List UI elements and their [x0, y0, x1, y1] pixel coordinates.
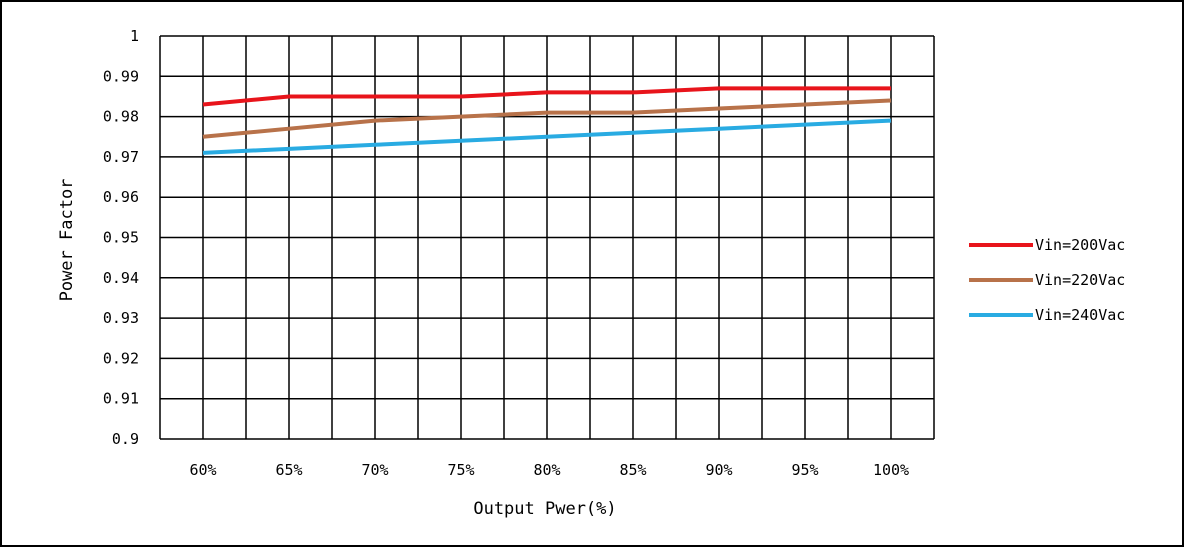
- x-tick-label: 80%: [533, 461, 560, 479]
- y-axis-title: Power Factor: [57, 179, 77, 302]
- y-tick-label: 0.95: [103, 229, 139, 247]
- y-tick-label: 0.91: [103, 390, 139, 408]
- legend: Vin=200Vac Vin=220Vac Vin=240Vac: [969, 236, 1125, 324]
- y-tick-label: 0.93: [103, 309, 139, 327]
- series-lines: [202, 86, 892, 155]
- x-tick-label: 85%: [619, 461, 646, 479]
- x-tick-label: 70%: [361, 461, 388, 479]
- y-tick-label: 0.9: [112, 430, 139, 448]
- x-tick-label: 65%: [275, 461, 302, 479]
- y-tick-label: 0.98: [103, 108, 139, 126]
- legend-label: Vin=200Vac: [1035, 236, 1125, 254]
- x-tick-label: 90%: [705, 461, 732, 479]
- legend-label: Vin=240Vac: [1035, 306, 1125, 324]
- grid: [159, 35, 935, 440]
- y-tick-label: 0.92: [103, 349, 139, 367]
- x-axis-ticks: 60% 65% 70% 75% 80% 85% 90% 95% 100%: [189, 461, 909, 479]
- y-tick-label: 0.94: [103, 269, 139, 287]
- x-tick-label: 100%: [873, 461, 909, 479]
- series-line-vin-220vac: [202, 98, 892, 139]
- y-tick-label: 0.99: [103, 67, 139, 85]
- x-axis-title: Output Pwer(%): [473, 499, 616, 519]
- x-tick-label: 60%: [189, 461, 216, 479]
- series-line-vin-240vac: [202, 118, 892, 155]
- y-tick-label: 1: [130, 27, 139, 45]
- x-tick-label: 75%: [447, 461, 474, 479]
- y-tick-label: 0.96: [103, 188, 139, 206]
- y-tick-label: 0.97: [103, 148, 139, 166]
- legend-label: Vin=220Vac: [1035, 271, 1125, 289]
- x-tick-label: 95%: [791, 461, 818, 479]
- series-line-vin-200vac: [202, 86, 891, 107]
- y-axis-ticks: 0.9 0.91 0.92 0.93 0.94 0.95 0.96 0.97 0.98 0.99 1: [103, 27, 139, 448]
